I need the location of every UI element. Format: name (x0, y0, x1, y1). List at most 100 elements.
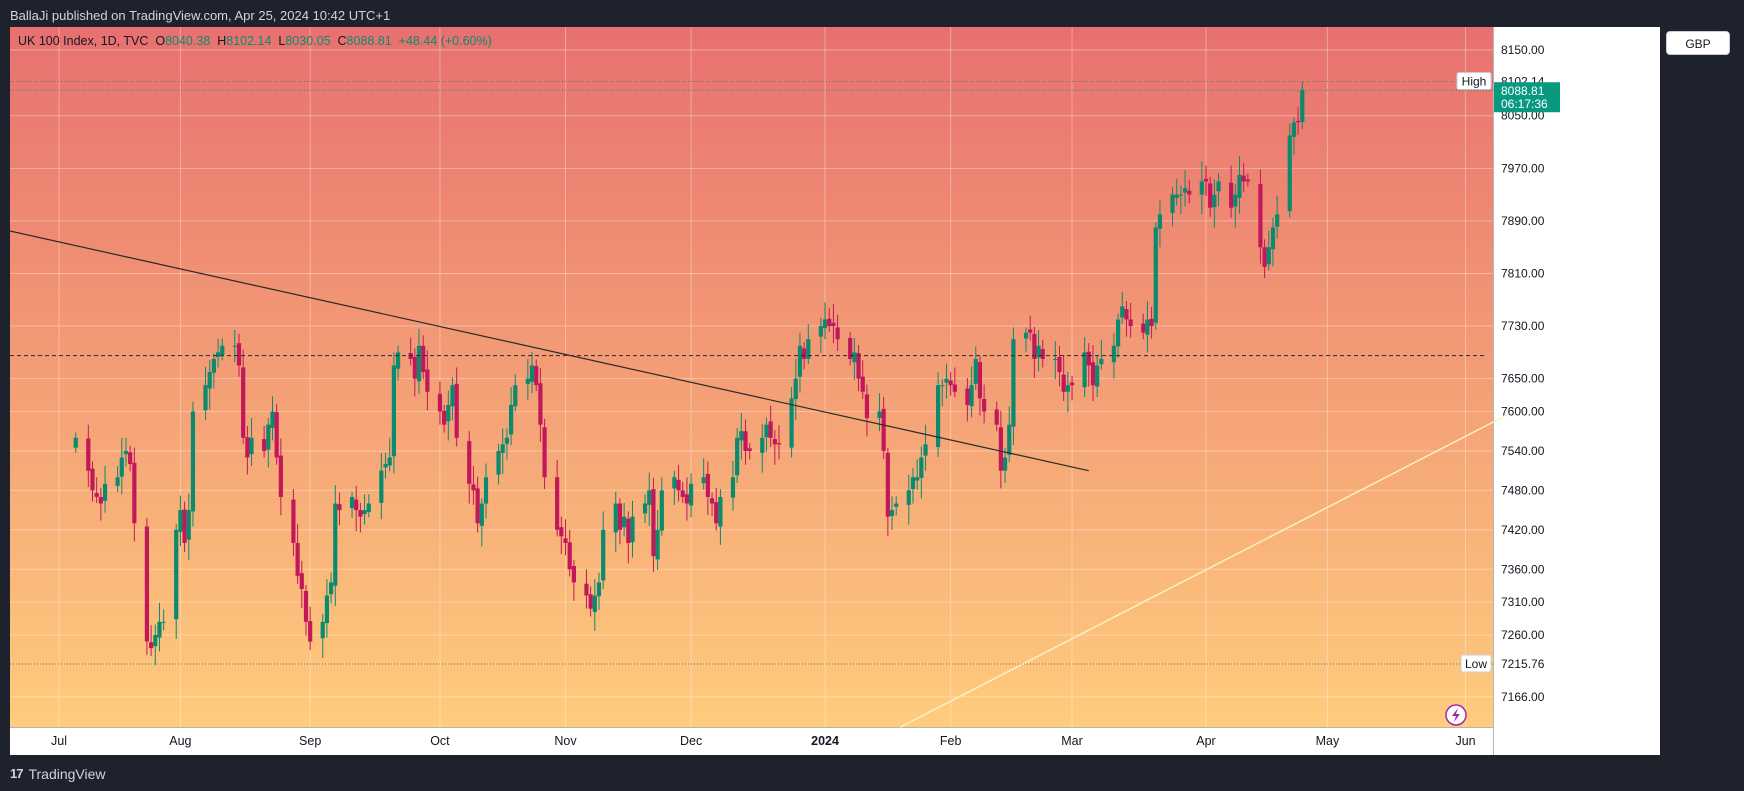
candle (563, 519, 568, 556)
price-chart[interactable]: 8150.00 8050.00 7970.00 7890.00 7810.00 7730.… (10, 27, 1660, 755)
candle-body (220, 345, 225, 355)
candle (1212, 179, 1217, 228)
candle (220, 338, 225, 361)
candle (806, 324, 811, 365)
candle-body (739, 431, 744, 441)
legend-low-label: L (278, 34, 286, 48)
candle (102, 466, 108, 513)
x-tick-label: Sep (299, 734, 321, 748)
candle (617, 498, 623, 545)
footer-brand[interactable]: TradingView (28, 766, 106, 782)
candle-body (94, 493, 99, 497)
candle (1258, 169, 1263, 264)
candle (1023, 327, 1029, 352)
candle-body (358, 510, 363, 517)
y-tick-label: 7970.00 (1501, 161, 1545, 175)
candle-body (998, 427, 1003, 471)
candle (1300, 81, 1305, 129)
candle (881, 397, 886, 459)
low-value-box (1494, 655, 1560, 673)
candle (559, 516, 564, 555)
candle (366, 494, 371, 518)
low-tag-label: Low (1465, 657, 1487, 671)
candle (567, 529, 572, 577)
candle-body (1170, 194, 1175, 214)
candle-body (98, 496, 103, 504)
candle-body (1057, 356, 1062, 373)
candle-body (977, 362, 983, 399)
candle-body (1258, 184, 1263, 248)
y-tick-label: 7600.00 (1501, 405, 1545, 419)
candle-body (948, 380, 953, 386)
candle (383, 452, 388, 479)
candle-body (584, 583, 589, 596)
candle-body (906, 490, 911, 505)
candle-body (450, 385, 455, 407)
candle (948, 372, 953, 396)
candle-body (1270, 227, 1276, 250)
candle (295, 523, 300, 584)
candle (308, 606, 313, 651)
candle (442, 404, 447, 433)
candle (90, 461, 95, 502)
candle-body (622, 516, 627, 528)
candle-body (793, 378, 798, 400)
candle (940, 378, 945, 407)
candle-body (73, 437, 78, 448)
candle-body (1124, 308, 1129, 320)
candle-body (123, 450, 129, 455)
candle-body (1203, 178, 1209, 182)
candle (1128, 303, 1133, 338)
candle (1157, 200, 1163, 248)
candle-body (421, 345, 426, 373)
candle (437, 381, 443, 425)
chart-frame[interactable]: 8150.00 8050.00 7970.00 7890.00 7810.00 7730.… (10, 27, 1660, 755)
candle (416, 328, 422, 394)
currency-button[interactable]: GBP (1666, 31, 1730, 55)
candle (1275, 195, 1280, 239)
candle (278, 438, 283, 516)
candle-body (1149, 318, 1154, 327)
last-price-box (1494, 82, 1560, 113)
candle-body (1128, 319, 1133, 327)
candle (328, 572, 334, 604)
candle (391, 352, 396, 474)
candle (241, 349, 246, 444)
candle-body (806, 339, 811, 359)
candle-body (1095, 365, 1100, 387)
symbol-legend: UK 100 Index, 1D, TVC O8040.38 H8102.14 … (18, 34, 492, 48)
candle (860, 360, 865, 400)
candle (249, 418, 254, 467)
candle-body (965, 388, 970, 405)
candle-body (973, 358, 978, 384)
candle (848, 331, 853, 366)
candle-body (1245, 179, 1250, 182)
candle-body (1040, 349, 1045, 359)
candle-body (919, 457, 924, 478)
candle-body (1300, 90, 1305, 123)
last-price-value: 8088.81 (1501, 84, 1545, 98)
candle-body (684, 494, 690, 504)
legend-close-value: 8088.81 (346, 34, 392, 48)
candle (705, 461, 710, 515)
candle (680, 481, 685, 503)
y-tick-label: 7480.00 (1501, 483, 1545, 497)
candle (496, 443, 501, 485)
candle-body (513, 385, 518, 407)
x-tick-label: Oct (430, 734, 450, 748)
candle-body (802, 348, 807, 359)
candle (1145, 301, 1150, 353)
candle-body (102, 483, 108, 501)
candle-body (969, 385, 974, 407)
candle-body (387, 457, 392, 466)
candle-body (818, 326, 823, 337)
candle-body (211, 358, 216, 373)
candle (274, 403, 279, 465)
candle (303, 585, 309, 636)
candle-body (1212, 194, 1217, 208)
candle (584, 569, 589, 609)
candle (529, 352, 535, 394)
candle-body (764, 424, 769, 438)
candle (915, 459, 920, 490)
candle-body (395, 352, 401, 369)
